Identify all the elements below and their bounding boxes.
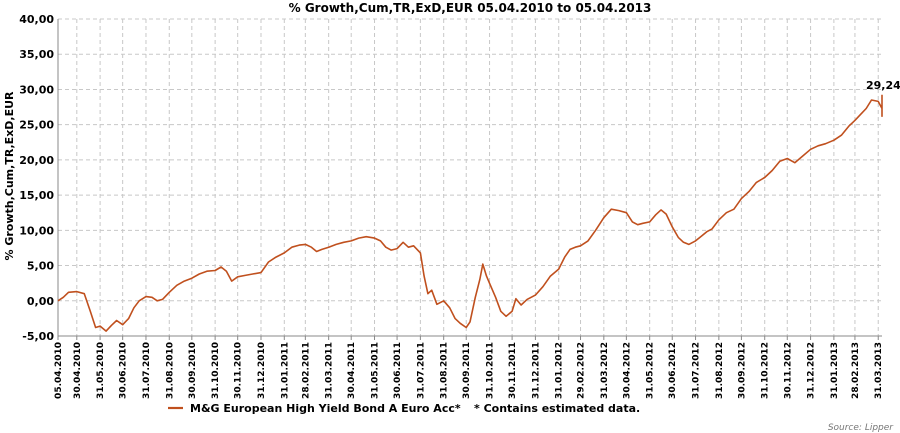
x-tick-label: 31.05.2011 [371,342,381,399]
y-tick-label: 15,00 [19,189,54,202]
x-tick-label: 31.08.2010 [165,342,175,399]
x-tick-label: 30.09.2010 [188,342,198,399]
x-tick-label: 30.11.2012 [783,342,793,399]
x-axis-ticks: 05.04.2010 30.04.2010 31.05.2010 30.06.2010… [54,342,884,399]
x-tick-label: 31.12.2011 [531,342,541,399]
x-tick-label: 31.03.2012 [600,342,610,399]
y-tick-label: 35,00 [19,48,54,61]
legend-estimated-note: * Contains estimated data. [474,402,640,415]
x-tick-label: 31.07.2011 [416,342,426,399]
y-tick-label: 5,00 [27,260,54,273]
x-tick-label: 31.03.2011 [325,342,335,399]
x-tick-label: 30.04.2012 [622,342,632,399]
y-tick-label: 0,00 [27,295,54,308]
x-tick-label: 31.08.2012 [715,342,725,399]
x-tick-label: 31.12.2012 [807,342,817,399]
x-tick-label: 31.10.2012 [761,342,771,399]
x-tick-label: 30.06.2012 [668,342,678,399]
x-tick-label: 31.10.2011 [486,342,496,399]
x-tick-label: 30.06.2011 [393,342,403,399]
x-tick-label: 30.09.2012 [737,342,747,399]
source-label: Source: Lipper [828,423,894,433]
x-tick-label: 31.05.2012 [646,342,656,399]
legend-series-label: M&G European High Yield Bond A Euro Acc* [190,402,461,415]
x-tick-label: 29.02.2012 [577,342,587,399]
x-tick-label: 30.04.2010 [73,342,83,399]
x-tick-label: 30.11.2011 [508,342,518,399]
y-tick-label: 20,00 [19,154,54,167]
y-tick-label: 25,00 [19,119,54,132]
legend: M&G European High Yield Bond A Euro Acc*… [168,402,640,415]
y-tick-label: 40,00 [19,13,54,26]
x-tick-label: 31.07.2012 [692,342,702,399]
x-tick-label: 31.10.2010 [211,342,221,399]
y-tick-label: 10,00 [19,224,54,237]
x-tick-label: 30.06.2010 [119,342,129,399]
x-tick-label: 05.04.2010 [54,342,64,399]
x-tick-label: 31.05.2010 [96,342,106,399]
axes [57,19,882,337]
x-tick-label: 30.09.2011 [462,342,472,399]
y-tick-label: 30,00 [19,83,54,96]
x-tick-label: 31.08.2011 [440,342,450,399]
y-axis-label: % Growth,Cum,TR,ExD,EUR [3,91,16,261]
x-tick-label: 28.02.2013 [851,342,861,399]
chart-title: % Growth,Cum,TR,ExD,EUR 05.04.2010 to 05… [289,1,652,15]
x-tick-label: 31.01.2012 [555,342,565,399]
end-value-label: 29,24 [866,79,900,92]
x-tick-label: 28.02.2011 [301,342,311,399]
x-tick-label: 31.01.2013 [830,342,840,399]
x-tick-label: 31.07.2010 [142,342,152,399]
x-tick-label: 30.11.2010 [234,342,244,399]
x-tick-label: 31.03.2013 [874,342,884,399]
x-tick-label: 31.01.2011 [280,342,290,399]
x-tick-label: 31.12.2010 [257,342,267,399]
y-axis-ticks: -5,00 0,00 5,00 10,00 15,00 20,00 25,00 30,00 35… [19,13,54,343]
series-line [57,94,883,332]
x-tick-label: 30.04.2011 [347,342,357,399]
grid [57,18,882,340]
y-tick-label: -5,00 [22,330,54,343]
